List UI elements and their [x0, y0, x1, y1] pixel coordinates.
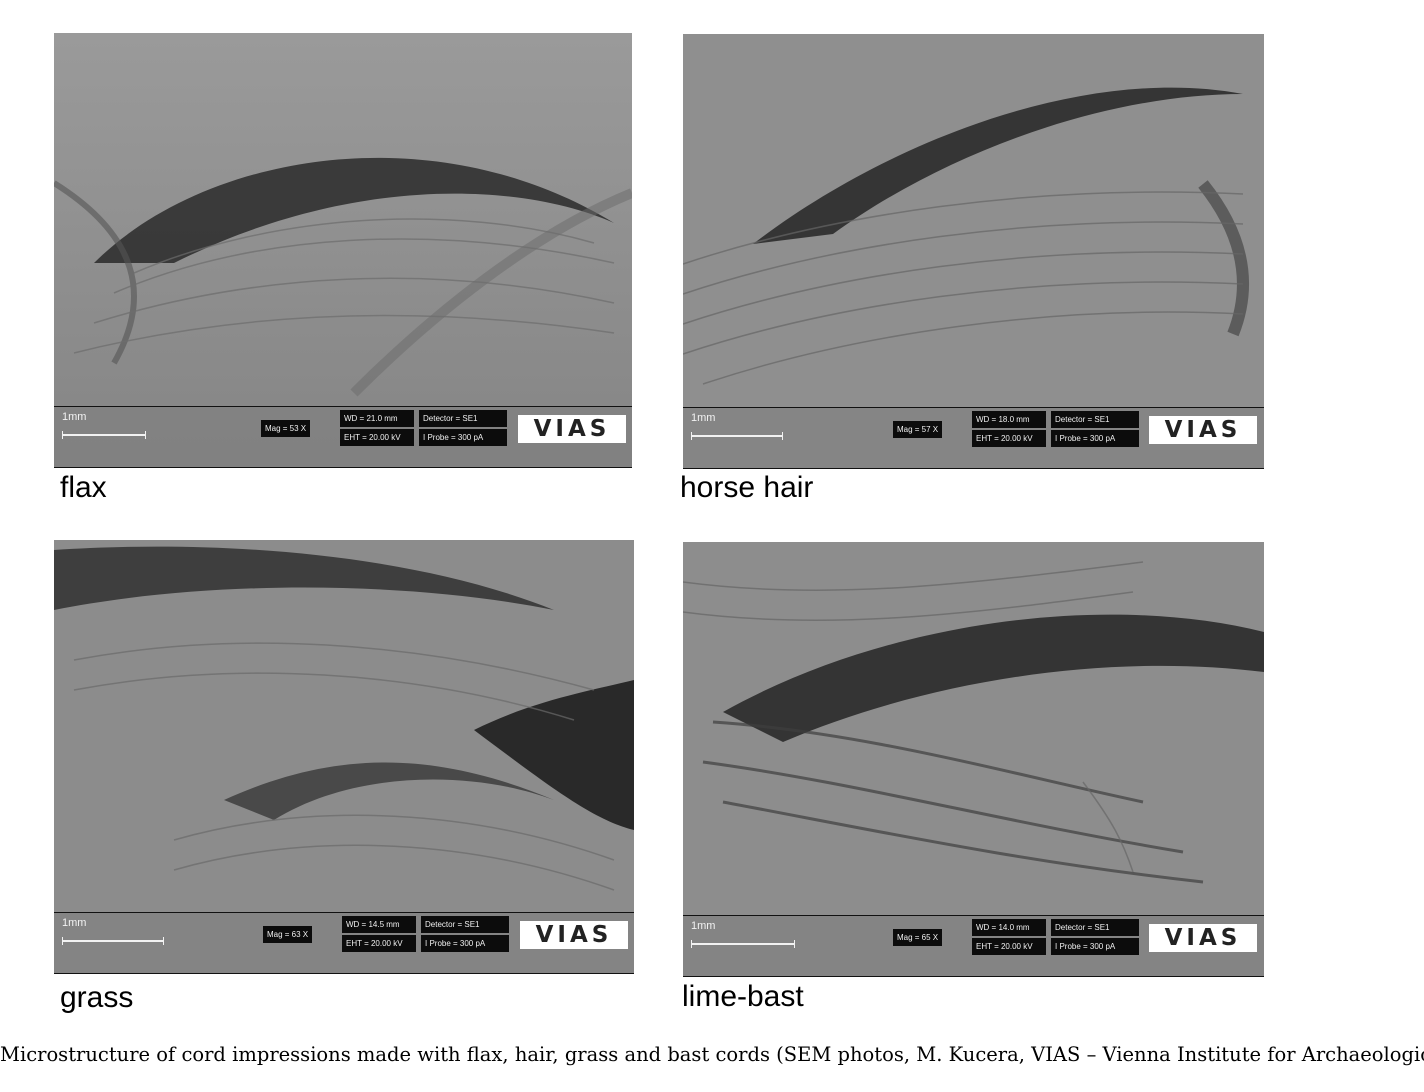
panel-label-horse-hair: horse hair	[680, 471, 814, 504]
probe-tag: I Probe = 300 pA	[419, 429, 507, 446]
cord-impression-texture	[54, 540, 634, 974]
cord-impression-texture	[54, 33, 632, 468]
detector-tag: Detector = SE1	[1051, 411, 1139, 428]
detector-tag: Detector = SE1	[419, 410, 507, 427]
scale-label: 1mm	[691, 412, 716, 424]
cord-impression-texture	[683, 542, 1264, 977]
scale-label: 1mm	[62, 411, 87, 423]
cord-impression-texture	[683, 34, 1264, 469]
sem-image-grass: 1mm Mag = 63 X WD = 14.5 mm Detector = S…	[54, 540, 634, 974]
sem-info-bar: 1mm Mag = 57 X WD = 18.0 mm Detector = S…	[683, 407, 1264, 469]
scale-bar	[62, 431, 146, 439]
panel-label-flax: flax	[60, 471, 107, 504]
probe-tag: I Probe = 300 pA	[1051, 430, 1139, 447]
eht-tag: EHT = 20.00 kV	[972, 430, 1046, 447]
panel-label-lime-bast: lime-bast	[682, 980, 804, 1013]
magnification-tag: Mag = 53 X	[261, 420, 311, 437]
sem-image-flax: 1mm Mag = 53 X WD = 21.0 mm Detector = S…	[54, 33, 632, 468]
scale-label: 1mm	[691, 920, 716, 932]
scale-label: 1mm	[62, 917, 87, 929]
eht-tag: EHT = 20.00 kV	[340, 429, 414, 446]
scale-bar	[691, 432, 783, 440]
magnification-tag: Mag = 65 X	[893, 929, 943, 946]
sem-image-lime-bast: 1mm Mag = 65 X WD = 14.0 mm Detector = S…	[683, 542, 1264, 977]
vias-logo: VIAS	[1149, 924, 1257, 952]
sem-info-bar: 1mm Mag = 63 X WD = 14.5 mm Detector = S…	[54, 912, 634, 974]
figure-caption: Microstructure of cord impressions made …	[0, 1043, 1424, 1066]
working-distance-tag: WD = 21.0 mm	[340, 410, 414, 427]
probe-tag: I Probe = 300 pA	[1051, 938, 1139, 955]
working-distance-tag: WD = 18.0 mm	[972, 411, 1046, 428]
sem-info-bar: 1mm Mag = 65 X WD = 14.0 mm Detector = S…	[683, 915, 1264, 977]
sem-image-horse-hair: 1mm Mag = 57 X WD = 18.0 mm Detector = S…	[683, 34, 1264, 469]
probe-tag: I Probe = 300 pA	[421, 935, 509, 952]
eht-tag: EHT = 20.00 kV	[342, 935, 416, 952]
magnification-tag: Mag = 63 X	[263, 926, 313, 943]
panel-label-grass: grass	[60, 981, 134, 1014]
vias-logo: VIAS	[520, 921, 628, 949]
scale-bar	[691, 940, 795, 948]
vias-logo: VIAS	[1149, 416, 1257, 444]
detector-tag: Detector = SE1	[421, 916, 509, 933]
magnification-tag: Mag = 57 X	[893, 421, 943, 438]
eht-tag: EHT = 20.00 kV	[972, 938, 1046, 955]
working-distance-tag: WD = 14.0 mm	[972, 919, 1046, 936]
working-distance-tag: WD = 14.5 mm	[342, 916, 416, 933]
vias-logo: VIAS	[518, 415, 626, 443]
scale-bar	[62, 937, 164, 945]
sem-info-bar: 1mm Mag = 53 X WD = 21.0 mm Detector = S…	[54, 406, 632, 468]
detector-tag: Detector = SE1	[1051, 919, 1139, 936]
